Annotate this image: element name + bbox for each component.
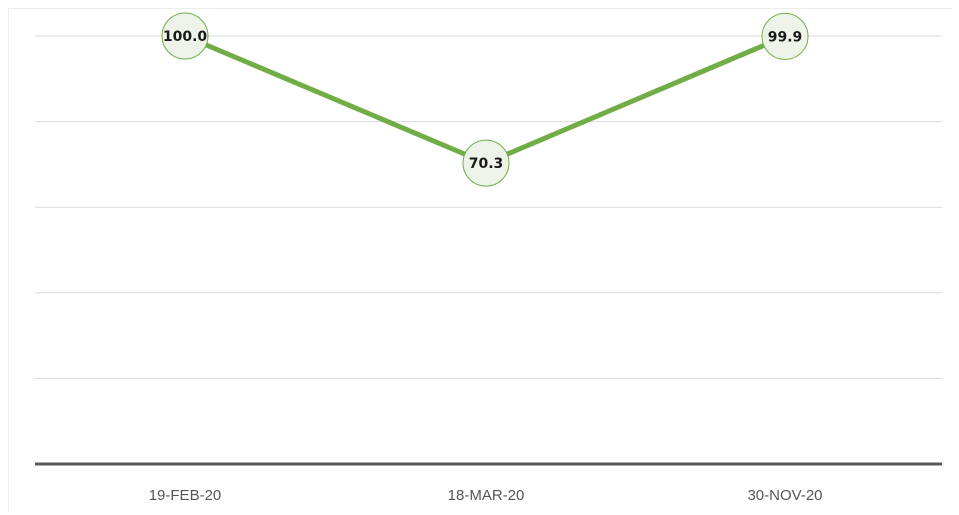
data-point-marker — [161, 12, 209, 60]
data-points: 100.0 70.3 99.9 — [161, 12, 809, 187]
x-tick-label: 19-FEB-20 — [149, 487, 222, 504]
data-label: 100.0 — [163, 29, 208, 45]
data-label: 70.3 — [469, 156, 504, 172]
data-label: 99.9 — [768, 29, 803, 45]
x-tick-label: 18-MAR-20 — [448, 487, 525, 504]
data-point-marker — [761, 12, 809, 60]
data-point-marker — [462, 139, 510, 187]
x-tick-labels: 19-FEB-20 18-MAR-20 30-NOV-20 — [149, 487, 823, 504]
gridlines — [35, 35, 942, 379]
x-tick-label: 30-NOV-20 — [747, 487, 822, 504]
chart-frame — [8, 8, 952, 512]
